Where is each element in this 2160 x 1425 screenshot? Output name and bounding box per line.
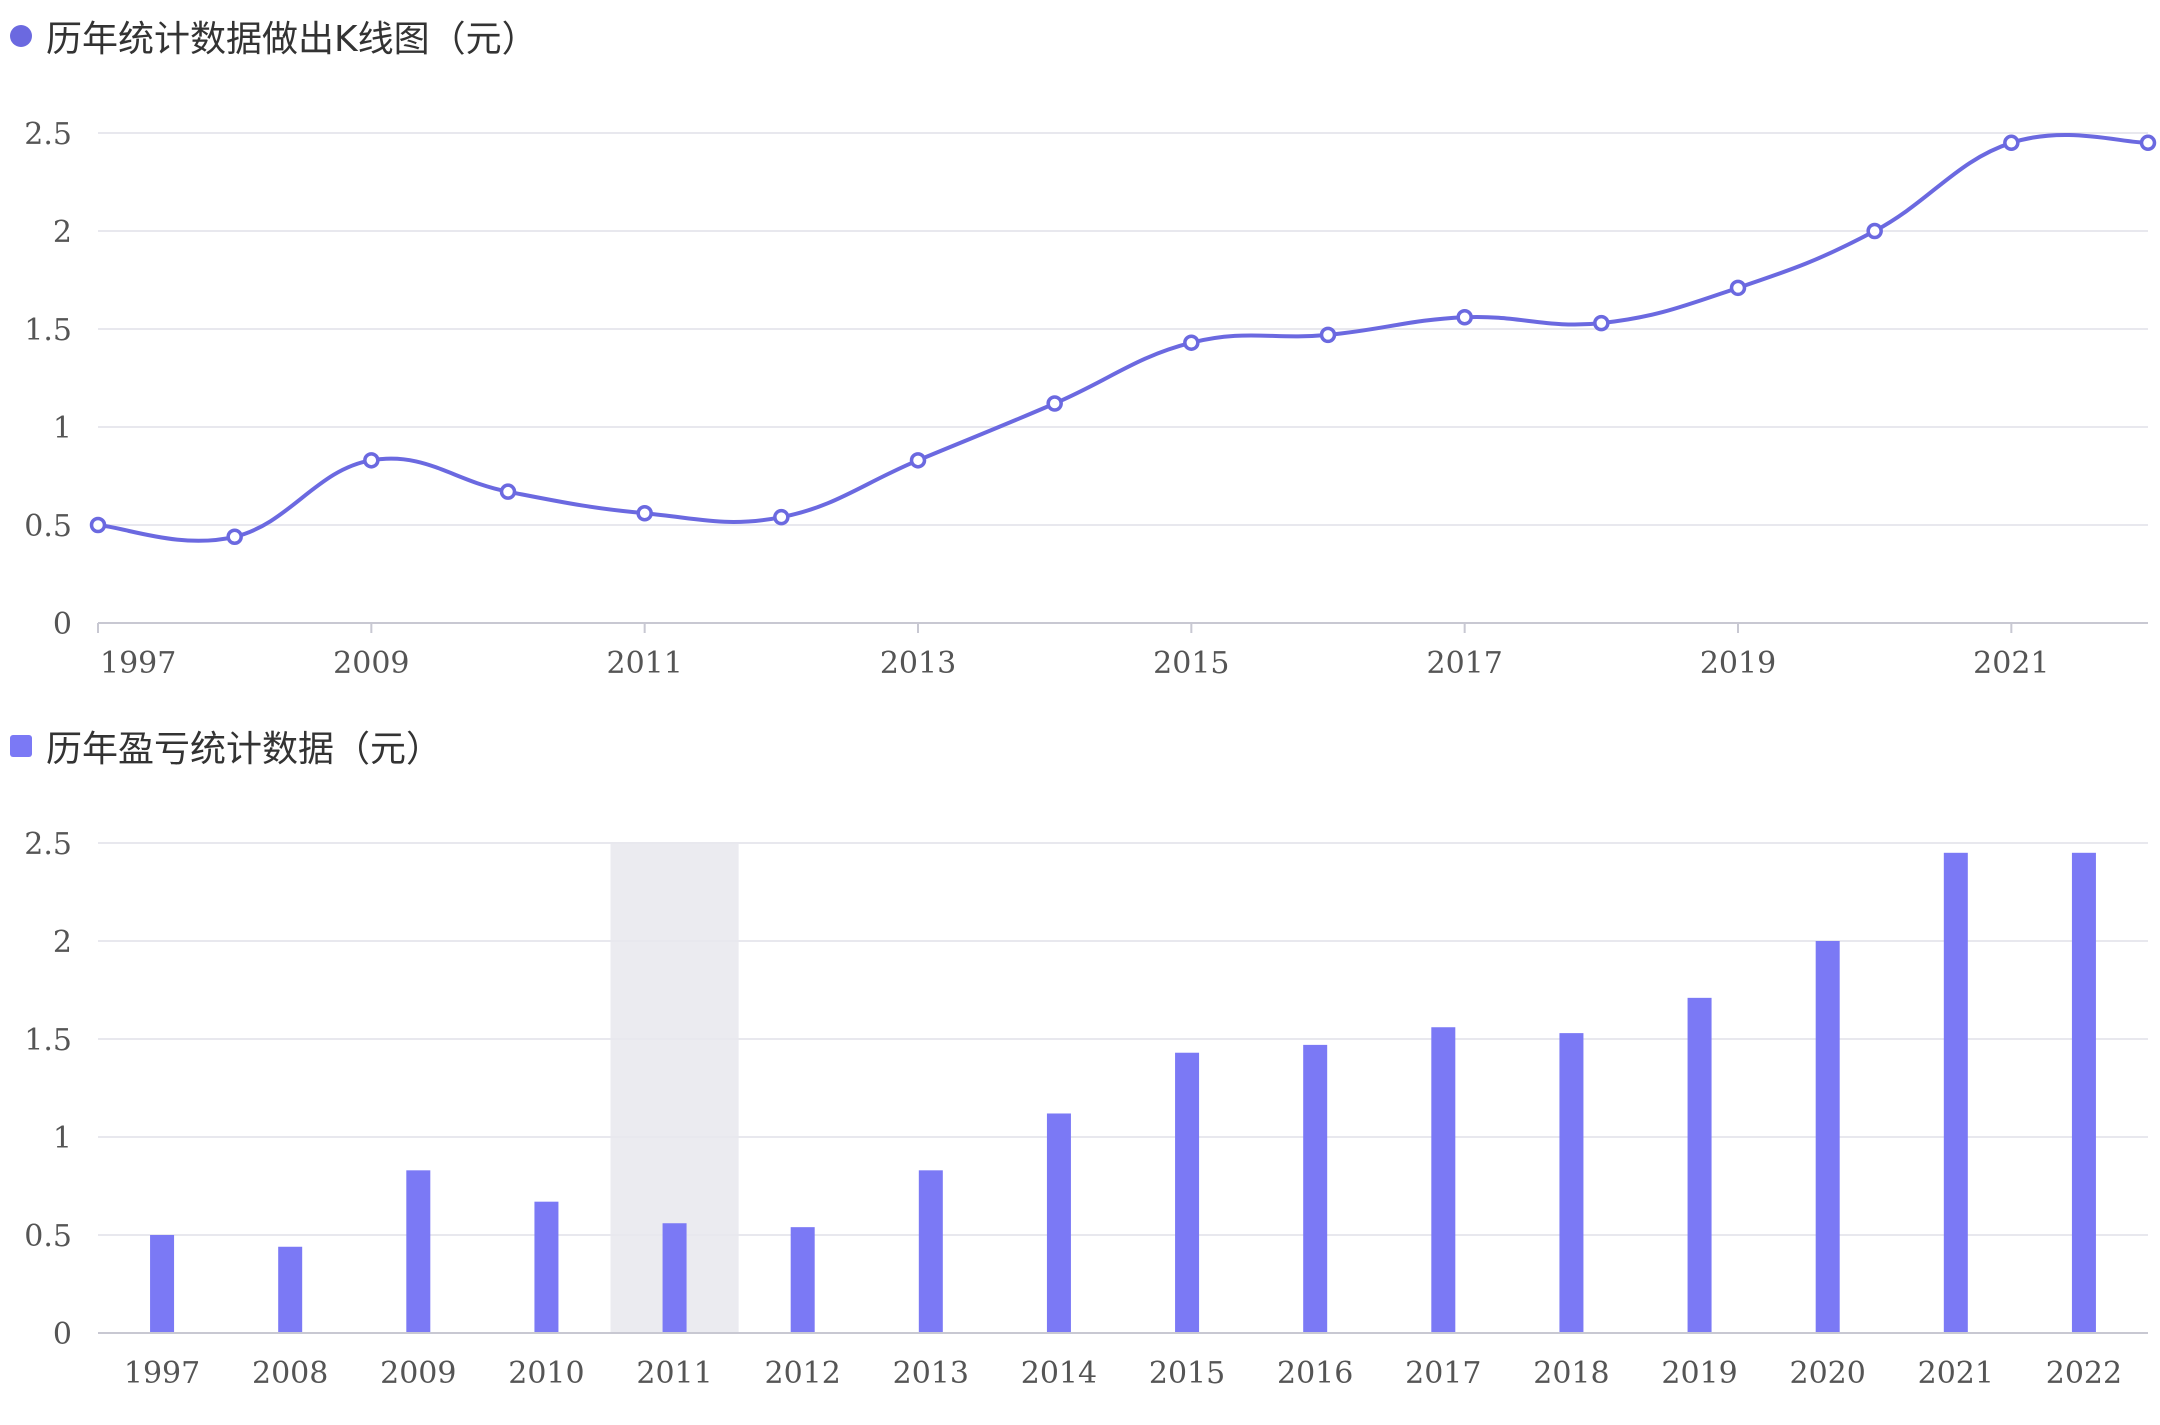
bar-chart: 0 0.5 1 1.5 2 2.5 1997 2008 2009 2010 2011 2012 2013… (24, 827, 2148, 1391)
line-data-point[interactable] (1866, 222, 1883, 240)
legend-square-icon (10, 735, 32, 757)
bar-x-tick-label: 2011 (636, 1356, 712, 1391)
line-data-point[interactable] (2003, 134, 2020, 152)
bar-x-tick-label: 2019 (1661, 1356, 1737, 1391)
bar[interactable] (1175, 1052, 1200, 1333)
bar[interactable] (150, 1235, 175, 1333)
bar-y-tick-label: 0.5 (24, 1219, 72, 1254)
line-y-tick-label: 2.5 (24, 117, 72, 152)
line-y-tick-label: 0.5 (24, 509, 72, 544)
line-chart: 0 0.5 1 1.5 2 2.5 1997 2009 2011 2013 2015 2017 2019… (24, 117, 2157, 681)
line-data-point[interactable] (2139, 134, 2157, 152)
bar-x-tick-label: 2014 (1021, 1356, 1097, 1391)
bar-chart-title: 历年盈亏统计数据（元） (46, 729, 443, 770)
line-data-point[interactable] (773, 508, 790, 526)
bar[interactable] (1303, 1044, 1328, 1333)
line-data-point[interactable] (1183, 334, 1200, 351)
bar-y-tick-label: 1 (53, 1121, 72, 1156)
line-y-tick-label: 1 (53, 411, 72, 446)
bar[interactable] (1815, 941, 1840, 1333)
line-data-point[interactable] (1729, 279, 1747, 297)
bar-y-tick-label: 2.5 (24, 827, 72, 862)
line-x-tick-label: 2015 (1153, 646, 1229, 681)
bar-x-tick-label: 2021 (1918, 1356, 1994, 1391)
bar[interactable] (1046, 1113, 1071, 1333)
bar-x-tick-label: 1997 (124, 1356, 200, 1391)
bar-x-tick-label: 2009 (380, 1356, 456, 1391)
bar-x-tick-label: 2015 (1149, 1356, 1225, 1391)
bar-x-tick-label: 2013 (893, 1356, 969, 1391)
line-data-point[interactable] (1456, 308, 1473, 326)
bar-x-tick-label: 2008 (252, 1356, 328, 1391)
line-data-point[interactable] (226, 528, 243, 546)
line-x-tick-label: 2021 (1973, 646, 2049, 681)
bar[interactable] (918, 1170, 943, 1333)
line-chart-title: 历年统计数据做出K线图（元） (46, 19, 538, 60)
bar-y-tick-label: 1.5 (24, 1023, 72, 1058)
line-x-tick-label: 2019 (1700, 646, 1776, 681)
line-data-point[interactable] (1593, 314, 1610, 332)
line-y-tick-label: 1.5 (24, 313, 72, 348)
bar[interactable] (790, 1227, 815, 1333)
bar[interactable] (1559, 1033, 1584, 1333)
line-data-point[interactable] (909, 452, 927, 469)
bar[interactable] (534, 1201, 559, 1333)
line-data-point[interactable] (89, 516, 107, 534)
bar[interactable] (662, 1223, 687, 1333)
bar-x-tick-label: 2010 (508, 1356, 584, 1391)
line-y-tick-label: 2 (53, 215, 72, 250)
line-x-tick-label: 2011 (606, 646, 682, 681)
bar-x-tick-label: 2017 (1405, 1356, 1481, 1391)
bar-x-tick-label: 2012 (765, 1356, 841, 1391)
bar-x-tick-label: 2020 (1790, 1356, 1866, 1391)
bar-x-tick-label: 2016 (1277, 1356, 1353, 1391)
bar[interactable] (406, 1170, 431, 1333)
line-data-point[interactable] (363, 452, 380, 469)
line-data-point[interactable] (1319, 326, 1337, 344)
bar[interactable] (2071, 852, 2096, 1333)
line-chart-legend[interactable]: 历年统计数据做出K线图（元） (10, 10, 538, 62)
bar-y-tick-label: 2 (53, 925, 72, 960)
bar[interactable] (1431, 1027, 1456, 1333)
line-x-tick-label: 2009 (333, 646, 409, 681)
bar[interactable] (1687, 997, 1712, 1333)
line-data-point[interactable] (499, 483, 517, 500)
line-series-path (97, 132, 2149, 543)
bar-chart-legend[interactable]: 历年盈亏统计数据（元） (10, 720, 442, 772)
bar-x-tick-label: 2018 (1533, 1356, 1609, 1391)
legend-circle-icon (10, 25, 32, 47)
bar-x-tick-label: 2022 (2046, 1356, 2122, 1391)
line-data-point[interactable] (636, 504, 653, 522)
line-data-point[interactable] (1046, 395, 1063, 412)
bar[interactable] (278, 1246, 303, 1333)
line-x-tick-label: 2017 (1426, 646, 1502, 681)
line-x-tick-label: 2013 (880, 646, 956, 681)
line-y-tick-label: 0 (53, 607, 72, 642)
bar-y-tick-label: 0 (53, 1317, 72, 1352)
bar[interactable] (1943, 852, 1968, 1333)
line-x-tick-label: 1997 (100, 646, 176, 681)
